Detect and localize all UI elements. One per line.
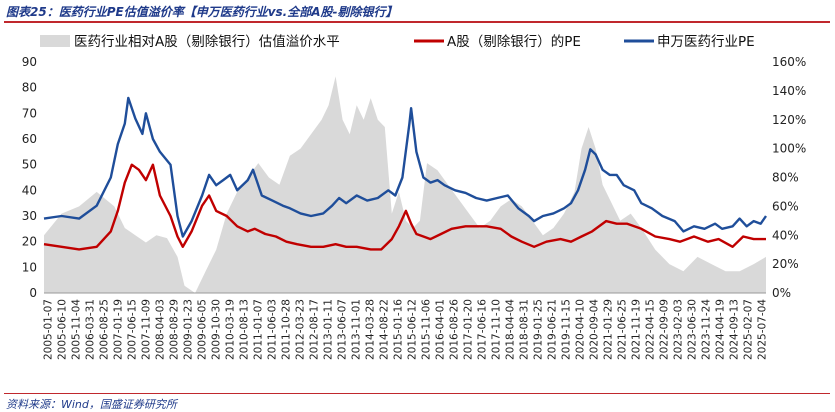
x-tick-label: 2018-08-31: [519, 299, 531, 360]
right-axis-tick-label: 100%: [772, 142, 806, 156]
x-tick-label: 2016-08-26: [449, 299, 461, 360]
x-tick-label: 2019-01-25: [533, 299, 545, 360]
left-axis-tick-label: 0: [29, 286, 37, 300]
x-tick-label: 2007-06-15: [127, 299, 139, 360]
x-tick-label: 2006-08-25: [99, 299, 111, 360]
legend-label-premium: 医药行业相对A股（剔除银行）估值溢价水平: [74, 34, 340, 50]
x-tick-label: 2021-06-25: [617, 299, 629, 360]
title-rule: [4, 21, 830, 23]
x-tick-label: 2006-03-31: [85, 299, 97, 360]
x-tick-label: 2023-11-24: [701, 299, 713, 360]
x-tick-label: 2025-07-04: [757, 299, 769, 360]
right-axis-tick-label: 140%: [772, 84, 806, 98]
x-tick-label: 2011-10-28: [281, 299, 293, 360]
pharma-pe-line: [43, 96, 767, 238]
x-tick-label: 2012-08-17: [309, 299, 321, 360]
x-tick-label: 2013-06-07: [337, 299, 349, 360]
x-tick-label: 2019-11-15: [561, 299, 573, 360]
x-tick-label: 2016-04-01: [435, 299, 447, 360]
left-axis-tick-label: 30: [22, 209, 37, 223]
x-tick-label: 2009-10-30: [211, 299, 223, 360]
legend-label-pharma: 申万医药行业PE: [657, 34, 755, 50]
x-tick-label: 2008-04-03: [155, 299, 167, 360]
x-tick-label: 2007-01-19: [113, 299, 125, 360]
x-tick-label: 2017-11-10: [491, 299, 503, 360]
legend-swatch-premium: [40, 35, 70, 47]
x-tick-label: 2005-06-10: [57, 299, 69, 360]
left-axis-tick-label: 40: [22, 183, 37, 197]
x-tick-label: 2011-01-07: [253, 299, 265, 360]
left-axis-tick-label: 60: [22, 132, 37, 146]
right-axis-tick-label: 40%: [772, 228, 799, 242]
x-tick-label: 2011-06-03: [267, 299, 279, 360]
x-tick-label: 2022-09-09: [659, 299, 671, 360]
source-note: 资料来源：Wind，国盛证券研究所: [6, 398, 177, 411]
x-tick-label: 2007-11-09: [141, 299, 153, 360]
right-axis-tick-label: 60%: [772, 199, 799, 213]
x-tick-label: 2015-01-16: [393, 299, 405, 360]
x-tick-label: 2008-08-29: [169, 299, 181, 360]
source-rule: [4, 393, 830, 394]
a-share-pe-line: [43, 163, 766, 251]
x-tick-label: 2022-04-15: [645, 299, 657, 360]
right-axis-tick-label: 80%: [772, 171, 799, 185]
x-tick-label: 2021-01-29: [603, 299, 615, 360]
x-tick-label: 2020-04-10: [575, 299, 587, 360]
left-axis-tick-label: 10: [22, 260, 37, 274]
x-tick-label: 2015-06-12: [407, 299, 419, 360]
left-axis-tick-label: 70: [22, 106, 37, 120]
x-tick-label: 2014-08-22: [379, 299, 391, 360]
left-axis-tick-label: 80: [22, 81, 37, 95]
x-tick-label: 2024-04-19: [715, 299, 727, 360]
x-tick-label: 2017-01-20: [463, 299, 475, 360]
x-tick-label: 2021-11-19: [631, 299, 643, 360]
x-tick-label: 2013-01-11: [323, 299, 335, 360]
x-tick-label: 2018-04-04: [505, 299, 517, 360]
x-tick-label: 2023-02-03: [673, 299, 685, 360]
x-tick-label: 2010-08-13: [239, 299, 251, 360]
x-tick-label: 2024-09-13: [729, 299, 741, 360]
right-axis-tick-label: 120%: [772, 113, 806, 127]
x-tick-label: 2017-06-16: [477, 299, 489, 360]
x-tick-label: 2019-06-21: [547, 299, 559, 360]
x-tick-label: 2014-03-28: [365, 299, 377, 360]
left-axis-tick-label: 90: [22, 55, 37, 69]
left-axis-tick-label: 20: [22, 235, 37, 249]
x-tick-label: 2025-02-07: [743, 299, 755, 360]
x-tick-label: 2015-11-06: [421, 299, 433, 360]
x-tick-label: 2020-09-04: [589, 299, 601, 360]
right-axis-tick-label: 160%: [772, 55, 806, 69]
right-axis-tick-label: 0%: [772, 286, 791, 300]
right-axis-tick-label: 20%: [772, 257, 799, 271]
legend-label-a-share: A股（剔除银行）的PE: [447, 34, 581, 50]
x-tick-label: 2013-11-01: [351, 299, 363, 360]
x-tick-label: 2005-11-04: [71, 299, 83, 360]
left-axis-tick-label: 50: [22, 158, 37, 172]
x-tick-label: 2012-03-23: [295, 299, 307, 360]
x-tick-label: 2010-03-19: [225, 299, 237, 360]
x-tick-label: 2009-01-23: [183, 299, 195, 360]
premium-area-series: [44, 76, 766, 294]
x-tick-label: 2009-06-05: [197, 299, 209, 360]
x-tick-label: 2005-01-07: [43, 299, 55, 360]
figure-title: 图表25：医药行业PE估值溢价率【申万医药行业vs.全部A股-剔除银行】: [6, 5, 398, 19]
x-tick-label: 2023-06-30: [687, 299, 699, 360]
